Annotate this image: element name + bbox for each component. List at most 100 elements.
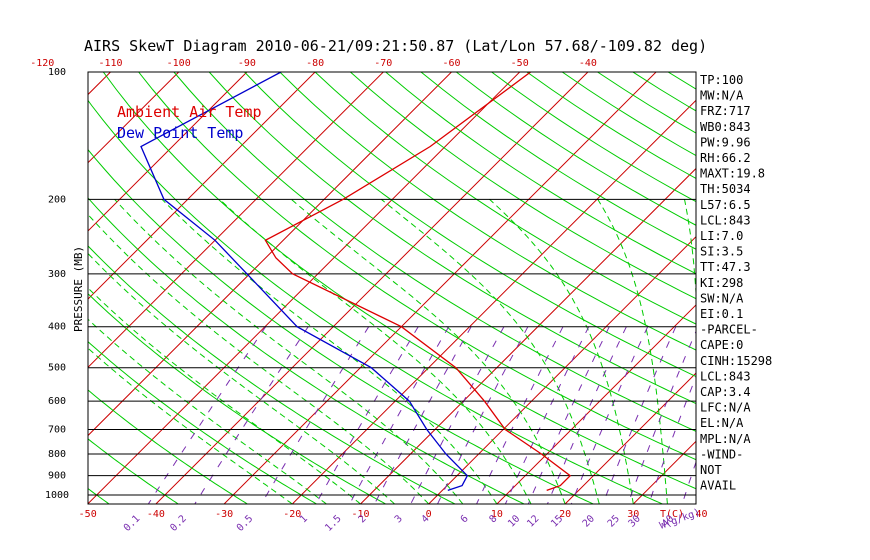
dry-adiabat-line xyxy=(526,72,696,180)
dry-adiabat-line xyxy=(385,72,696,275)
dry-adiabat-line xyxy=(244,72,696,378)
pressure-tick-label: 600 xyxy=(48,396,66,407)
mixing-ratio-line xyxy=(527,326,610,504)
mixing-ratio-tick-label: 12 xyxy=(525,513,541,529)
dry-adiabat-line xyxy=(632,72,696,112)
dry-adiabat-line xyxy=(739,72,870,504)
moist-adiabat-line xyxy=(88,252,395,504)
top-tick-label: -80 xyxy=(306,58,324,69)
mixing-ratio-axis: 0.1 0.2 0.5 1 1.5 2 3 4 6 8 10 12 15 20 25 30 40W(g/kg) xyxy=(122,507,702,534)
mixing-ratio-line xyxy=(194,326,309,504)
bottom-tick-label: -30 xyxy=(215,509,233,520)
index-item: NOT xyxy=(700,463,722,477)
mixing-ratio-line xyxy=(349,326,450,504)
dry-adiabat-line xyxy=(88,148,594,504)
pressure-tick-label: 1000 xyxy=(45,490,69,501)
dry-adiabat-line xyxy=(279,72,696,351)
isotherm-line xyxy=(88,72,452,437)
isotherm-line xyxy=(88,72,384,369)
mixing-ratio-tick-label: 20 xyxy=(581,513,597,529)
mixing-ratio-tick-label: 10 xyxy=(506,513,522,529)
dry-adiabat-line xyxy=(350,72,696,300)
moist-adiabat-line xyxy=(219,198,532,504)
mixing-ratio-tick-label: 1.5 xyxy=(323,513,344,534)
profile-series xyxy=(140,72,572,492)
series-line xyxy=(140,72,469,492)
moist-adiabat-line xyxy=(88,213,430,504)
dry-adiabat-line xyxy=(102,72,696,490)
moist-adiabat-line xyxy=(161,198,498,504)
mixing-ratio-line xyxy=(260,326,370,504)
mixing-ratio-tick-label: 25 xyxy=(606,513,622,529)
mixing-ratio-line xyxy=(504,326,590,504)
chart-title: AIRS SkewT Diagram 2010-06-21/09:21:50.8… xyxy=(84,37,707,55)
index-item: SW:N/A xyxy=(700,291,744,305)
dry-adiabat-line xyxy=(138,72,696,461)
moist-adiabat-line xyxy=(88,287,361,504)
top-tick-label: -70 xyxy=(374,58,392,69)
index-item: EL:N/A xyxy=(700,416,744,430)
pressure-tick-label: 900 xyxy=(48,471,66,482)
pressure-axis: 100 200 300 400 500 600 700 800 900 1000 xyxy=(45,67,69,501)
index-item: CAP:3.4 xyxy=(700,385,751,399)
index-item: -WIND- xyxy=(700,447,743,461)
legend-entry: Dew Point Temp xyxy=(117,124,243,142)
bottom-tick-label: 40 xyxy=(695,509,707,520)
series-line xyxy=(264,72,572,492)
mixing-ratio-line xyxy=(476,326,564,504)
bottom-tick-label: 20 xyxy=(559,509,571,520)
isotherm-line xyxy=(223,72,657,504)
index-item: MPL:N/A xyxy=(700,432,751,446)
index-item: LCL:843 xyxy=(700,213,751,227)
isotherm-line xyxy=(88,72,316,300)
moist-adiabat-line xyxy=(597,199,668,504)
mixing-ratio-line xyxy=(315,326,419,504)
top-tick-label: -40 xyxy=(579,58,597,69)
index-item: RH:66.2 xyxy=(700,151,751,165)
mixing-ratio-tick-label: 0.1 xyxy=(122,513,143,534)
top-tick-label: -50 xyxy=(511,58,529,69)
dry-adiabat-line xyxy=(845,72,870,504)
mixing-ratio-line xyxy=(147,326,267,504)
index-item: LFC:N/A xyxy=(700,401,751,415)
dry-adiabat-line xyxy=(809,72,870,504)
index-item: SI:3.5 xyxy=(700,245,743,259)
index-item: CAPE:0 xyxy=(700,338,743,352)
isotherm-line xyxy=(0,72,42,504)
moist-adiabat-line xyxy=(88,347,293,504)
dry-adiabat-line xyxy=(491,72,696,203)
isotherm-line xyxy=(291,99,696,504)
moist-adiabat-line xyxy=(489,198,634,504)
mixing-ratio-line xyxy=(410,326,505,504)
isotherm-line xyxy=(88,72,521,504)
mixing-ratio-tick-label: 6 xyxy=(459,513,471,525)
isotherm-line xyxy=(88,72,248,232)
dry-adiabat-line xyxy=(88,487,110,504)
moist-adiabat-line xyxy=(114,198,464,504)
index-item: AVAIL xyxy=(700,479,736,493)
top-tick-label: -90 xyxy=(238,58,256,69)
index-item: WB0:843 xyxy=(700,120,751,134)
isobars xyxy=(88,198,696,496)
dry-adiabat-line xyxy=(314,72,696,325)
mixing-ratio-line xyxy=(648,375,696,504)
top-tick-label: -100 xyxy=(167,58,191,69)
x-axis-label: T(C) xyxy=(660,509,684,520)
bottom-tick-label: -40 xyxy=(147,509,165,520)
plot-frame xyxy=(87,71,697,505)
bottom-tick-label: 0 xyxy=(426,509,432,520)
dry-adiabat-line xyxy=(88,341,317,504)
dry-adiabat-line xyxy=(88,197,525,504)
index-item: TP:100 xyxy=(700,73,743,87)
index-item: L57:6.5 xyxy=(700,198,751,212)
bottom-tick-label: -20 xyxy=(283,509,301,520)
dry-adiabat-line xyxy=(88,293,386,504)
dry-adiabat-line xyxy=(774,72,870,504)
index-item: MAXT:19.8 xyxy=(700,167,765,181)
isotherm-line xyxy=(428,235,696,504)
mixing-ratio-line xyxy=(437,326,529,504)
dry-adiabat-line xyxy=(208,72,696,405)
isotherm-line xyxy=(88,72,180,164)
index-item: FRZ:717 xyxy=(700,104,751,118)
